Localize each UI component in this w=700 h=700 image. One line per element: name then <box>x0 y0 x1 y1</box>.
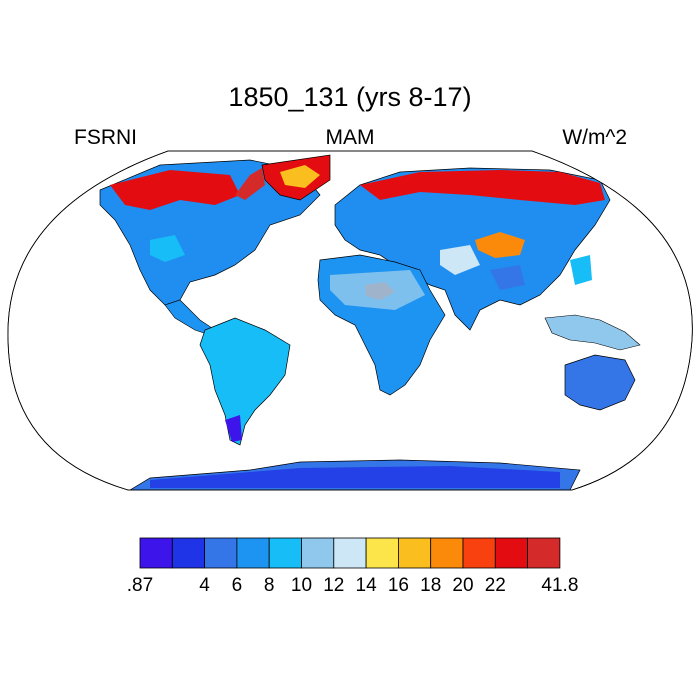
south-america-land <box>199 317 291 446</box>
colorbar-labels: .87 4 6 8 10 12 14 16 18 20 22 41.8 <box>127 575 579 596</box>
colorbar-label: 8 <box>264 575 275 596</box>
australia-land <box>564 354 636 411</box>
colorbar-box <box>236 537 270 569</box>
colorbar-box <box>333 537 367 569</box>
colorbar-box <box>494 537 528 569</box>
colorbar-box <box>365 537 399 569</box>
colorbar-label: .87 <box>127 575 153 596</box>
colorbar-box <box>171 537 206 569</box>
colorbar-boxes <box>139 537 561 569</box>
colorbar-label: 20 <box>452 575 473 596</box>
colorbar-box <box>397 537 432 569</box>
colorbar-box <box>462 537 496 569</box>
colorbar-label: 4 <box>199 575 210 596</box>
colorbar-label: 10 <box>291 575 312 596</box>
colorbar-box <box>139 537 173 569</box>
colorbar-box <box>301 537 335 569</box>
maritime-continent-land <box>544 314 641 351</box>
map-border <box>7 150 693 491</box>
colorbar-label: 22 <box>485 575 506 596</box>
colorbar-box <box>527 537 561 569</box>
colorbar-label: 6 <box>232 575 243 596</box>
variable-label: FSRNI <box>74 126 137 149</box>
colorbar-label: 16 <box>388 575 409 596</box>
colorbar-box <box>430 537 464 569</box>
colorbar-label: 41.8 <box>541 575 578 596</box>
land-layer <box>99 154 641 490</box>
colorbar-box <box>204 537 238 569</box>
units-label: W/m^2 <box>562 126 627 149</box>
colorbar-label: 14 <box>356 575 378 596</box>
map-title: 1850_131 (yrs 8-17) <box>228 82 472 112</box>
eurasia-land <box>334 167 611 331</box>
mid-value-regions <box>150 235 592 488</box>
colorbar-label: 18 <box>420 575 441 596</box>
colorbar-box <box>268 537 302 569</box>
season-label: MAM <box>325 126 375 149</box>
colorbar-label: 12 <box>323 575 344 596</box>
